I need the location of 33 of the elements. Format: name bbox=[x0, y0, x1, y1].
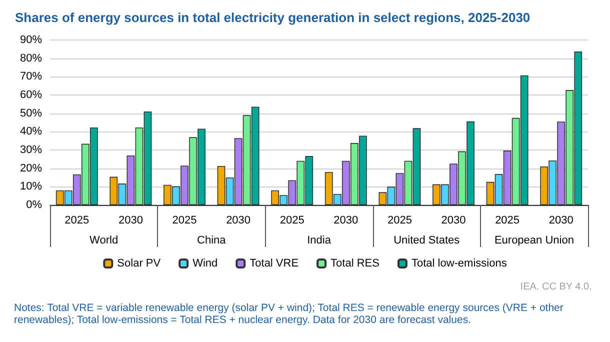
x-tick-label: 2030 bbox=[548, 214, 574, 226]
x-tick-label: 2025 bbox=[387, 214, 412, 226]
text: China bbox=[197, 234, 227, 246]
y-tick-label: 40% bbox=[20, 126, 42, 138]
legend-label: Total VRE bbox=[250, 258, 299, 270]
x-tick-label: 2025 bbox=[172, 214, 197, 226]
x-tick-label: 2030 bbox=[441, 214, 466, 226]
legend-label: Solar PV bbox=[117, 258, 162, 270]
y-tick-label: 80% bbox=[20, 52, 42, 64]
text: IEA. CC BY 4.0. bbox=[520, 282, 592, 292]
x-tick-label: 2025 bbox=[280, 214, 304, 226]
legend-label: Total low-emissions bbox=[411, 258, 508, 270]
y-tick-label: 60% bbox=[20, 89, 42, 101]
x-tick-label: 2030 bbox=[118, 214, 143, 226]
text: European Union bbox=[494, 234, 574, 246]
x-tick-label: 2030 bbox=[334, 214, 358, 226]
legend-label: Total RES bbox=[330, 258, 380, 270]
y-tick-label: 70% bbox=[20, 70, 42, 83]
y-tick-label: 50% bbox=[20, 107, 42, 120]
x-tick-label: 2025 bbox=[64, 214, 90, 226]
legend-label: Wind bbox=[192, 258, 218, 270]
y-tick-label: 30% bbox=[20, 144, 42, 156]
x-tick-label: 2030 bbox=[226, 214, 251, 226]
chart-title: Shares of energy sources in total electricity generation in select regions, 2025-2030 bbox=[15, 10, 530, 25]
x-tick-label: 2025 bbox=[495, 214, 520, 226]
y-tick-label: 20% bbox=[20, 162, 42, 174]
text: United States bbox=[394, 234, 460, 246]
text: Notes: Total VRE = variable renewable energy (solar PV + wind); Total RES = renewable energy sources (VRE + other renewables); Total low-emissions = Total RES + nuclear energy. Data for 2030 are forecast values. bbox=[14, 302, 566, 326]
y-tick-label: 90% bbox=[20, 34, 42, 46]
text: World bbox=[90, 234, 118, 246]
y-tick-label: 0% bbox=[26, 199, 42, 211]
y-tick-label: 10% bbox=[20, 180, 42, 193]
text: India bbox=[307, 234, 332, 246]
